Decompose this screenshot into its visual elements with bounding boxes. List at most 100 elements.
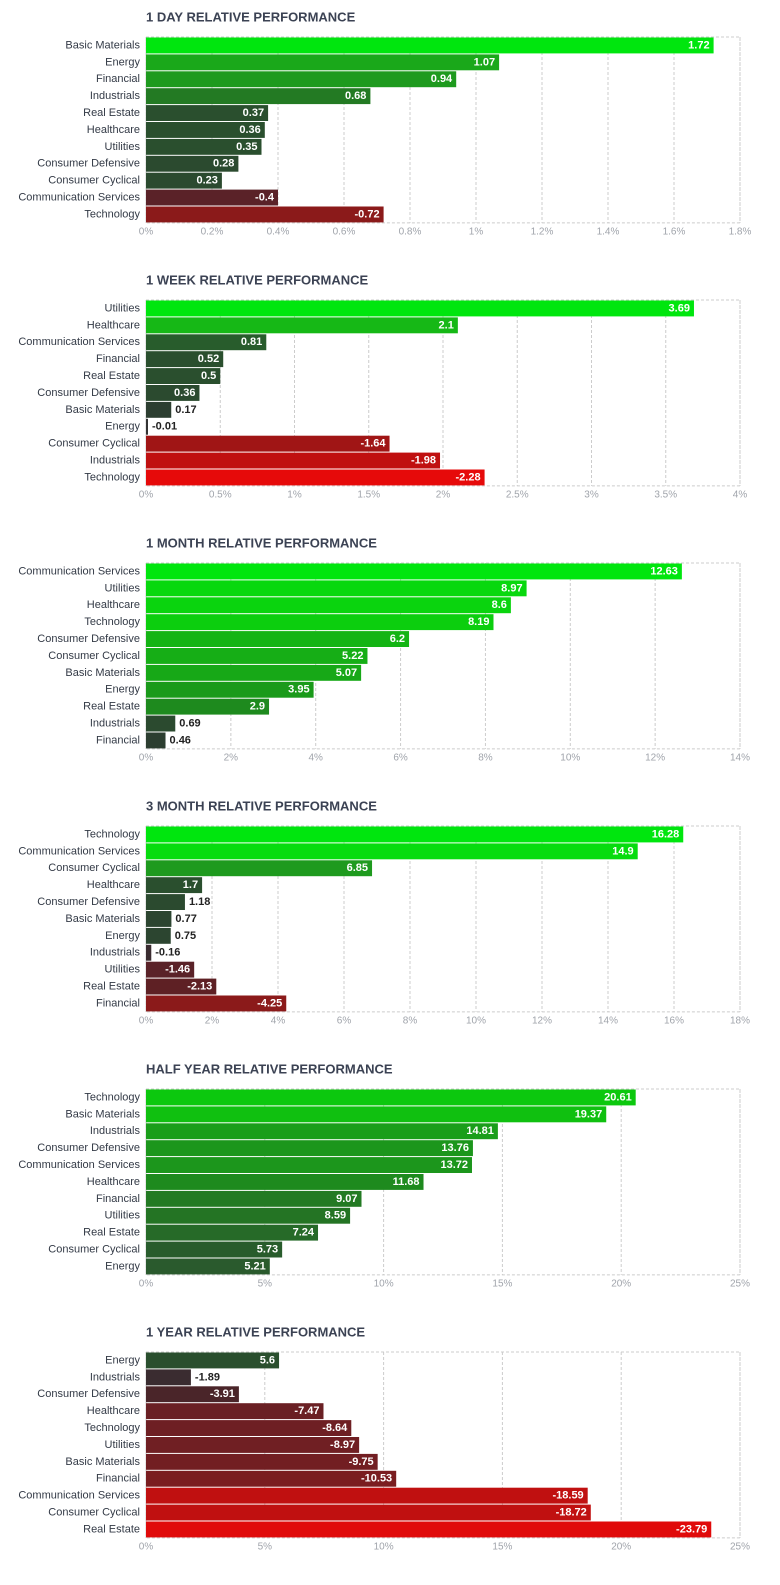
- category-label: Consumer Cyclical: [48, 650, 140, 662]
- category-label: Utilities: [105, 964, 141, 976]
- value-label: -0.01: [152, 421, 177, 433]
- x-tick-label: 25%: [730, 1279, 750, 1290]
- category-label: Healthcare: [87, 1176, 140, 1188]
- bar: [146, 401, 172, 418]
- category-label: Industrials: [90, 1125, 141, 1137]
- x-tick-label: 15%: [492, 1542, 512, 1553]
- x-tick-label: 1.4%: [597, 227, 620, 238]
- value-label: 2.1: [439, 319, 454, 331]
- value-label: 0.37: [243, 107, 264, 119]
- category-label: Technology: [84, 471, 140, 483]
- x-tick-label: 12%: [645, 753, 665, 764]
- value-label: -0.72: [355, 208, 380, 220]
- value-label: 8.6: [492, 599, 507, 611]
- category-label: Real Estate: [83, 701, 140, 713]
- x-tick-label: 2%: [205, 1016, 220, 1027]
- value-label: 8.59: [325, 1210, 346, 1222]
- category-label: Real Estate: [83, 980, 140, 992]
- value-label: 0.5: [201, 370, 216, 382]
- x-tick-label: 8%: [478, 753, 493, 764]
- x-tick-label: 0.8%: [399, 227, 422, 238]
- value-label: 3.95: [288, 684, 309, 696]
- bar: [146, 698, 270, 715]
- x-tick-label: 1.6%: [663, 227, 686, 238]
- bar: [146, 1504, 591, 1521]
- category-label: Healthcare: [87, 319, 140, 331]
- bar: [146, 894, 185, 910]
- category-label: Energy: [105, 421, 140, 433]
- value-label: -18.59: [552, 1490, 583, 1502]
- category-label: Communication Services: [18, 191, 140, 203]
- bar: [146, 54, 500, 71]
- value-label: -1.98: [411, 454, 436, 466]
- category-label: Utilities: [105, 141, 141, 153]
- x-tick-label: 0.6%: [333, 227, 356, 238]
- chart-title: 1 DAY RELATIVE PERFORMANCE: [146, 9, 356, 24]
- value-label: -23.79: [676, 1523, 707, 1535]
- x-tick-label: 1.2%: [531, 227, 554, 238]
- x-tick-label: 0%: [139, 1016, 154, 1027]
- value-label: 0.94: [431, 73, 453, 85]
- x-tick-label: 3%: [584, 490, 599, 501]
- category-label: Utilities: [105, 582, 141, 594]
- bar: [146, 317, 458, 334]
- bar: [146, 860, 373, 877]
- category-label: Communication Services: [18, 1490, 140, 1502]
- value-label: 0.81: [241, 336, 262, 348]
- category-label: Industrials: [90, 1371, 141, 1383]
- category-label: Industrials: [90, 454, 141, 466]
- bar: [146, 71, 457, 88]
- value-label: 5.73: [257, 1243, 278, 1255]
- value-label: 0.17: [175, 404, 196, 416]
- value-label: -1.46: [165, 964, 190, 976]
- bar: [146, 155, 239, 172]
- bar: [146, 648, 368, 664]
- value-label: 20.61: [604, 1091, 632, 1103]
- x-tick-label: 10%: [560, 753, 580, 764]
- bar: [146, 105, 269, 121]
- category-label: Basic Materials: [65, 913, 140, 925]
- x-tick-label: 1%: [469, 227, 484, 238]
- category-label: Industrials: [90, 717, 141, 729]
- bar: [146, 1369, 191, 1386]
- x-tick-label: 6%: [337, 1016, 352, 1027]
- bar: [146, 1140, 473, 1157]
- value-label: -9.75: [349, 1456, 374, 1468]
- category-label: Basic Materials: [65, 667, 140, 679]
- value-label: 12.63: [650, 565, 678, 577]
- category-label: Communication Services: [18, 336, 140, 348]
- chart-title: 1 WEEK RELATIVE PERFORMANCE: [146, 272, 369, 287]
- bar: [146, 1487, 588, 1504]
- x-tick-label: 2%: [224, 753, 239, 764]
- bar: [146, 877, 203, 894]
- bar: [146, 1470, 397, 1487]
- value-label: 0.36: [239, 124, 260, 136]
- category-label: Energy: [105, 684, 140, 696]
- x-tick-label: 0%: [139, 1279, 154, 1290]
- category-label: Consumer Cyclical: [48, 175, 140, 187]
- category-label: Healthcare: [87, 599, 140, 611]
- bar: [146, 385, 200, 401]
- x-tick-label: 10%: [374, 1542, 394, 1553]
- bar: [146, 1106, 607, 1123]
- value-label: 14.81: [466, 1125, 494, 1137]
- category-label: Technology: [84, 616, 140, 628]
- category-label: Technology: [84, 1091, 140, 1103]
- x-tick-label: 18%: [730, 1016, 750, 1027]
- value-label: 0.36: [174, 387, 195, 399]
- category-label: Energy: [105, 1354, 140, 1366]
- category-label: Utilities: [105, 1210, 141, 1222]
- value-label: -2.28: [456, 471, 481, 483]
- value-label: 0.52: [198, 353, 219, 365]
- category-label: Technology: [84, 1422, 140, 1434]
- category-label: Consumer Cyclical: [48, 862, 140, 874]
- value-label: 13.76: [441, 1142, 469, 1154]
- bar: [146, 1089, 636, 1106]
- category-label: Consumer Defensive: [37, 158, 140, 170]
- value-label: 5.6: [260, 1354, 275, 1366]
- category-label: Basic Materials: [65, 404, 140, 416]
- x-tick-label: 5%: [258, 1542, 273, 1553]
- bar: [146, 418, 148, 435]
- value-label: -7.47: [294, 1405, 319, 1417]
- bar: [146, 715, 176, 732]
